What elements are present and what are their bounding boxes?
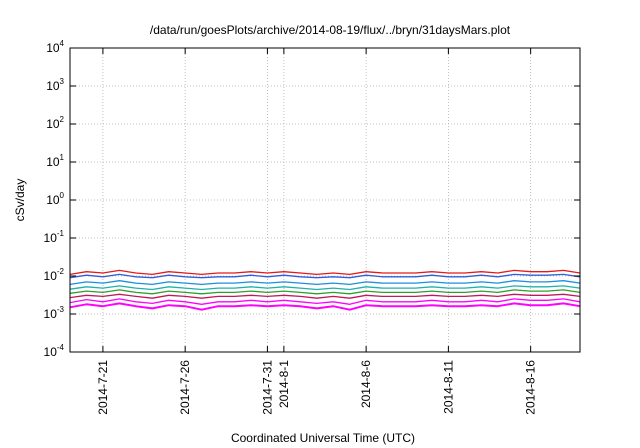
x-tick-label: 2014-7-21: [96, 360, 110, 415]
x-tick-label: 2014-8-11: [441, 360, 455, 414]
x-tick-label: 2014-7-26: [178, 360, 192, 415]
series-layer: [69, 269, 581, 311]
series-line-5: [69, 289, 581, 295]
x-tick-label: 2014-8-6: [359, 360, 373, 408]
x-tick-label: 2014-8-16: [524, 360, 538, 415]
series-line-4: [69, 285, 581, 291]
series-line-1: [69, 269, 581, 276]
x-axis-ticks: 2014-7-21 2014-7-26 2014-7-31 2014-8-1 2014-…: [96, 48, 538, 415]
series-line-6: [69, 293, 581, 299]
series-line-2: [69, 273, 581, 279]
series-line-7: [69, 298, 581, 305]
series-line-3: [69, 280, 581, 286]
y-axis-label: cSv/day: [13, 179, 27, 222]
x-tick-label: 2014-7-31: [260, 360, 274, 415]
grid: [70, 48, 580, 352]
x-axis-label: Coordinated Universal Time (UTC): [231, 431, 415, 445]
series-line-8: [69, 302, 581, 311]
x-tick-label: 2014-8-1: [277, 360, 291, 408]
chart-title: /data/run/goesPlots/archive/2014-08-19/f…: [150, 23, 511, 37]
